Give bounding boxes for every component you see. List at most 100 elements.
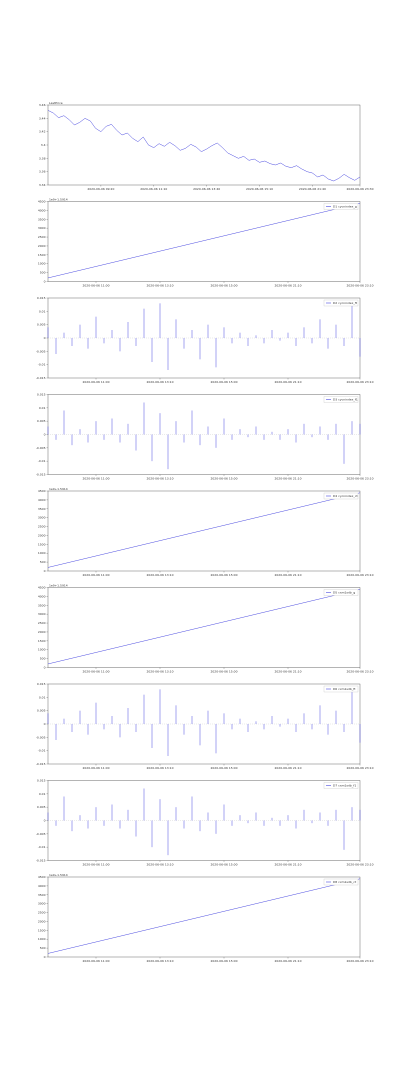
legend-box: [323, 492, 359, 500]
x-tick-label: 2020-06-06 15:10: [246, 187, 273, 191]
y-tick-label: 0: [44, 666, 46, 670]
x-tick-label: 2020-06-06 23:10: [346, 766, 373, 770]
x-tick-label: 2020-06-06 23:10: [346, 284, 373, 288]
y-tick-label: -0.015: [36, 762, 46, 766]
legend-label: D2 cycnindex_ft: [333, 301, 358, 305]
x-tick-label: 2020-06-06 21:10: [274, 284, 301, 288]
y-tick-label: -0.01: [38, 363, 46, 367]
offset-text: 1e9+1.5914: [49, 487, 68, 491]
x-tick-label: 2020-06-06 11:00: [82, 284, 109, 288]
y-tick-label: -0.005: [36, 446, 46, 450]
legend-label: D4 cycnindex_ct: [333, 494, 359, 498]
x-tick-label: 2020-06-06 11:10: [140, 187, 167, 191]
offset-text: 1e9+1.5914: [49, 584, 68, 588]
y-tick-label: 2000: [38, 919, 46, 923]
x-tick-label: 2020-06-06 23:10: [346, 670, 373, 674]
x-tick-label: 2020-06-06 23:10: [346, 573, 373, 577]
y-tick-label: 1500: [38, 542, 46, 546]
x-tick-label: 2020-06-06 15:00: [210, 670, 237, 674]
x-tick-label: 2020-06-06 21:10: [274, 380, 301, 384]
y-tick-label: 2500: [38, 235, 46, 239]
x-tick-label: 2020-06-06 13:10: [146, 959, 173, 963]
y-tick-label: 3500: [38, 603, 46, 607]
x-tick-label: 2020-06-06 23:10: [346, 477, 373, 481]
x-tick-label: 2020-06-06 15:00: [210, 573, 237, 577]
plot-area: [47, 201, 361, 282]
y-tick-label: 4500: [38, 489, 46, 493]
y-tick-label: 3000: [38, 516, 46, 520]
y-tick-label: 0.015: [37, 682, 46, 686]
legend-box: [323, 589, 359, 596]
x-tick-label: 2020-06-06 15:00: [210, 863, 237, 867]
y-tick-label: 1500: [38, 639, 46, 643]
x-tick-label: 2020-06-06 15:00: [210, 380, 237, 384]
x-tick-label: 2020-06-06 21:10: [274, 573, 301, 577]
y-tick-label: 4500: [38, 200, 46, 204]
x-tick-label: 2020-06-06 11:00: [82, 863, 109, 867]
y-tick-label: 3500: [38, 507, 46, 511]
y-tick-label: 1000: [38, 262, 46, 266]
chart-panel: -0.015 -0.01 -0.005 0 0.005 0.01 0.015 2020-06-…: [36, 296, 374, 384]
y-tick-label: 1000: [38, 937, 46, 941]
y-tick-label: -0.01: [38, 845, 46, 849]
y-tick-label: 4000: [38, 594, 46, 598]
legend-box: [323, 782, 359, 789]
y-tick-label: 0.015: [37, 296, 46, 300]
x-tick-label: 2020-06-06 11:00: [82, 573, 109, 577]
chart-panel: 0 500 1000 1500 2000 2500 3000 3500 4000 4500 2020…: [38, 873, 374, 963]
y-tick-label: 3000: [38, 902, 46, 906]
y-tick-label: 3.38: [39, 156, 46, 160]
x-tick-label: 2020-06-06 13:10: [146, 477, 173, 481]
x-tick-label: 2020-06-06 15:00: [210, 959, 237, 963]
data-line: [47, 878, 361, 954]
chart-title: LastPrice: [49, 101, 63, 105]
x-tick-label: 2020-06-06 13:10: [146, 284, 173, 288]
chart-panel: -0.015 -0.01 -0.005 0 0.005 0.01 0.015 2020-06-…: [36, 682, 374, 770]
x-tick-label: 2020-06-06 15:00: [210, 766, 237, 770]
y-tick-label: 3000: [38, 612, 46, 616]
y-tick-label: 0.01: [39, 695, 46, 699]
y-tick-label: 1500: [38, 928, 46, 932]
legend-label: D7 cxm1sdb_f1: [333, 784, 356, 788]
y-tick-label: 2500: [38, 621, 46, 625]
x-tick-label: 2020-06-06 23:10: [346, 959, 373, 963]
y-tick-label: -0.005: [36, 349, 46, 353]
x-tick-label: 2020-06-06 13:10: [146, 766, 173, 770]
chart-panel: 0 500 1000 1500 2000 2500 3000 3500 4000 4500 2020…: [38, 198, 374, 288]
x-tick-label: 2020-06-06 15:00: [210, 284, 237, 288]
chart-panel: 0 500 1000 1500 2000 2500 3000 3500 4000 4500 2020…: [38, 584, 374, 674]
data-line: [47, 110, 361, 182]
y-tick-label: 2000: [38, 630, 46, 634]
offset-text: 1e9+1.5914: [49, 198, 68, 202]
data-line: [47, 589, 361, 665]
x-tick-label: 2020-06-06 13:10: [146, 573, 173, 577]
legend-label: D6 cxm1sdb_ft: [333, 687, 356, 691]
plot-area: [47, 104, 361, 186]
x-tick-label: 2020-06-06 21:10: [274, 959, 301, 963]
y-tick-label: -0.015: [36, 376, 46, 380]
y-tick-label: 0: [44, 433, 46, 437]
y-tick-label: 0.005: [37, 419, 46, 423]
y-tick-label: 1000: [38, 551, 46, 555]
x-tick-label: 2020-06-06 23:10: [346, 380, 373, 384]
plot-area: [47, 490, 361, 572]
y-tick-label: 0: [44, 280, 46, 284]
legend-label: D8 cxm1sdb_ct: [333, 880, 357, 884]
y-tick-label: 3.4: [41, 143, 46, 147]
y-tick-label: 4000: [38, 498, 46, 502]
chart-panel: 0 500 1000 1500 2000 2500 3000 3500 4000 4500 2020…: [38, 487, 374, 577]
x-tick-label: 2020-06-06 13:10: [146, 670, 173, 674]
y-tick-label: 0.005: [37, 323, 46, 327]
x-tick-label: 2020-06-06 13:40: [193, 187, 220, 191]
y-tick-label: 0.01: [39, 309, 46, 313]
offset-text: 1e9+1.5914: [49, 873, 68, 877]
legend-box: [323, 203, 359, 210]
x-tick-label: 2020-06-06 21:40: [299, 187, 326, 191]
data-line: [47, 492, 361, 568]
legend-label: D3 cycnindex_f1: [333, 398, 358, 402]
y-tick-label: 0.015: [37, 393, 46, 397]
y-tick-label: 0.01: [39, 406, 46, 410]
legend-label: D1 cycnindex_g: [333, 205, 357, 209]
x-tick-label: 2020-06-06 11:00: [82, 670, 109, 674]
plot-area: [47, 876, 361, 958]
